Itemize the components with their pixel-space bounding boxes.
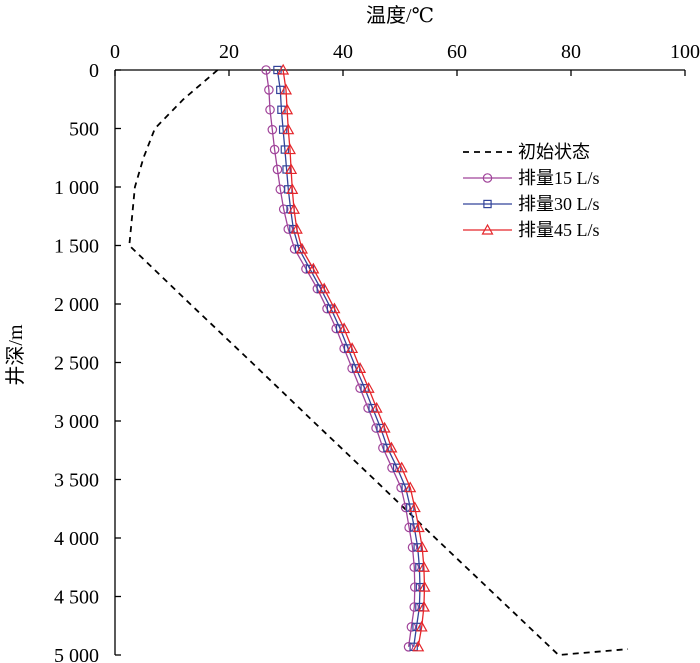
- data-point: [406, 622, 417, 632]
- data-point: [283, 143, 297, 155]
- y-tick-label: 500: [69, 119, 99, 141]
- data-point: [281, 103, 294, 115]
- data-point: [412, 640, 425, 652]
- legend-item: 排量45 L/s: [463, 220, 600, 240]
- legend-label: 排量15 L/s: [518, 168, 600, 188]
- data-point: [395, 461, 408, 473]
- data-point: [283, 224, 294, 234]
- legend-label: 初始状态: [518, 142, 590, 162]
- data-point: [287, 202, 300, 214]
- x-tick-label: 20: [219, 41, 239, 63]
- data-point: [404, 522, 414, 533]
- data-point: [362, 382, 375, 393]
- data-point: [282, 123, 295, 135]
- data-point: [378, 421, 391, 433]
- data-point: [279, 83, 293, 95]
- series-4: [277, 63, 431, 652]
- data-point: [404, 481, 417, 493]
- data-point: [328, 302, 341, 314]
- series-1: [128, 69, 629, 656]
- y-tick-label: 4 500: [54, 587, 99, 609]
- series-line: [128, 69, 629, 656]
- data-point: [387, 462, 397, 473]
- x-axis-title: 温度/℃: [366, 4, 434, 27]
- plot-series: [128, 63, 629, 656]
- data-point: [269, 144, 280, 155]
- y-tick-label: 1 500: [54, 236, 99, 258]
- x-tick-label: 40: [333, 41, 353, 63]
- y-tick-label: 3 500: [54, 470, 99, 492]
- x-axis-ticks: 0 20 40 60 80 100: [110, 41, 700, 76]
- data-point: [295, 242, 308, 254]
- data-point: [264, 85, 274, 95]
- legend-item: 初始状态: [463, 142, 590, 162]
- y-tick-label: 0: [89, 60, 99, 82]
- data-point: [338, 322, 351, 334]
- x-tick-label: 100: [670, 41, 700, 63]
- y-tick-label: 2 000: [54, 294, 99, 316]
- data-point: [307, 262, 320, 274]
- y-axis-ticks: 0 500 1 000 1 500 2 000 2 500 3 000 3 500 4 000 4…: [54, 60, 121, 663]
- data-point: [403, 642, 414, 652]
- data-point: [277, 63, 290, 75]
- data-point: [385, 441, 398, 453]
- legend-item: 排量15 L/s: [463, 168, 600, 188]
- data-point: [346, 342, 359, 354]
- data-point: [416, 541, 429, 552]
- y-tick-label: 3 000: [54, 411, 99, 433]
- legend-marker: [481, 223, 494, 235]
- x-tick-label: 0: [110, 41, 120, 63]
- series-line: [282, 69, 426, 647]
- data-point: [408, 501, 421, 513]
- legend-label: 排量45 L/s: [518, 220, 600, 240]
- data-point: [415, 620, 428, 632]
- data-point: [417, 561, 430, 572]
- y-tick-label: 2 500: [54, 353, 99, 375]
- data-point: [285, 163, 298, 175]
- data-point: [318, 282, 331, 294]
- data-point: [410, 582, 420, 592]
- data-point: [278, 204, 289, 215]
- y-axis-title: 井深/m: [4, 324, 27, 386]
- legend-marker: [482, 173, 493, 183]
- data-point: [409, 562, 420, 573]
- data-point: [286, 183, 299, 194]
- data-point: [418, 580, 431, 592]
- data-point: [265, 104, 275, 115]
- x-tick-label: 60: [447, 41, 467, 63]
- data-point: [412, 521, 425, 533]
- legend-label: 排量30 L/s: [518, 194, 600, 214]
- x-tick-label: 80: [561, 41, 581, 63]
- data-point: [370, 401, 383, 413]
- legend-item: 排量30 L/s: [463, 194, 600, 214]
- data-point: [267, 124, 278, 135]
- y-tick-label: 1 000: [54, 177, 99, 199]
- data-point: [290, 222, 303, 234]
- data-point: [354, 362, 367, 373]
- y-tick-label: 5 000: [54, 645, 99, 663]
- legend-marker: [483, 199, 492, 209]
- data-point: [272, 164, 283, 175]
- data-point: [261, 65, 271, 75]
- data-point: [417, 600, 430, 612]
- axes: [114, 69, 685, 655]
- series-line: [265, 69, 416, 647]
- data-point: [409, 602, 420, 612]
- data-point: [407, 542, 418, 553]
- y-tick-label: 4 000: [54, 528, 99, 550]
